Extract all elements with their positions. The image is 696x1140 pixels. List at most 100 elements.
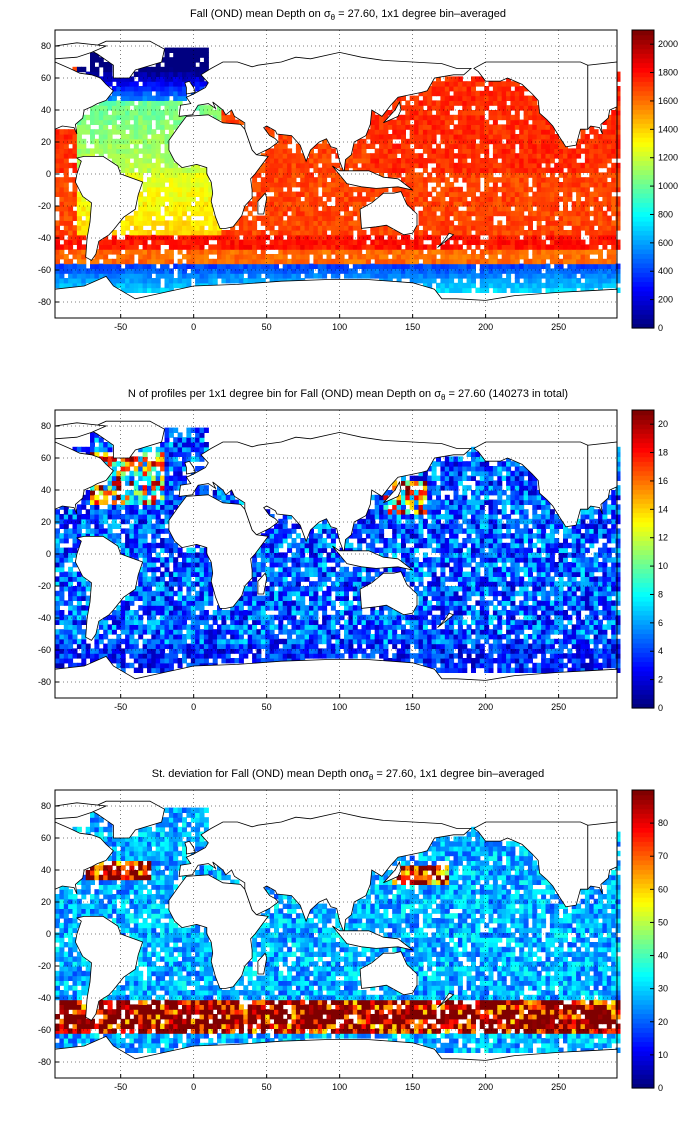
data-cell — [611, 282, 617, 289]
data-cell — [182, 446, 187, 453]
data-cell — [138, 485, 144, 491]
data-cell — [243, 278, 249, 284]
data-cell — [107, 114, 113, 121]
data-cell — [182, 62, 187, 68]
data-cell — [401, 119, 406, 125]
data-cell — [111, 518, 117, 525]
data-cell — [348, 244, 354, 250]
data-cell — [68, 509, 74, 515]
data-cell — [414, 143, 420, 149]
data-cell — [444, 182, 450, 188]
data-cell — [365, 158, 371, 164]
data-cell — [164, 643, 170, 649]
data-cell — [606, 143, 612, 149]
data-cell — [563, 234, 568, 241]
data-cell — [295, 153, 301, 159]
data-cell — [111, 86, 117, 92]
data-cell — [182, 273, 187, 279]
data-cell — [138, 461, 144, 467]
data-cell — [155, 605, 161, 611]
data-cell — [313, 206, 319, 212]
data-cell — [418, 230, 424, 236]
data-cell — [129, 610, 135, 616]
data-cell — [199, 268, 205, 274]
data-cell — [440, 196, 446, 202]
data-cell — [68, 230, 74, 236]
data-cell — [422, 134, 428, 140]
data-cell — [55, 153, 60, 159]
data-cell — [164, 230, 170, 236]
data-cell — [501, 148, 507, 154]
data-cell — [536, 215, 542, 221]
data-cell — [278, 215, 284, 221]
data-cell — [195, 230, 201, 236]
data-cell — [348, 268, 354, 274]
data-cell — [361, 230, 367, 236]
data-cell — [76, 662, 82, 669]
data-cell — [111, 475, 117, 481]
data-cell — [76, 153, 82, 159]
data-cell — [138, 566, 144, 573]
data-cell — [444, 225, 450, 231]
data-cell — [357, 201, 363, 207]
data-cell — [269, 177, 275, 183]
data-cell — [422, 215, 428, 221]
data-cell — [173, 62, 179, 68]
data-cell — [611, 225, 617, 231]
data-cell — [217, 105, 222, 111]
data-cell — [414, 105, 420, 111]
data-cell — [195, 581, 201, 587]
data-cell — [589, 158, 595, 164]
y-tick-label: -80 — [38, 297, 51, 307]
data-cell — [177, 658, 183, 664]
data-cell — [528, 210, 533, 217]
data-cell — [177, 114, 183, 121]
data-cell — [409, 254, 415, 260]
data-cell — [147, 210, 152, 217]
colorbar-segment — [632, 174, 654, 180]
data-cell — [571, 225, 577, 231]
data-cell — [405, 138, 411, 145]
data-cell — [457, 278, 463, 284]
data-cell — [160, 90, 166, 97]
data-cell — [422, 158, 428, 164]
data-cell — [392, 153, 398, 159]
data-cell — [383, 254, 389, 260]
data-cell — [129, 538, 135, 544]
data-cell — [497, 278, 503, 284]
data-cell — [138, 590, 144, 597]
colorbar-segment — [632, 272, 654, 278]
data-cell — [190, 437, 196, 443]
data-cell — [225, 268, 231, 274]
data-cell — [571, 177, 577, 183]
data-cell — [142, 518, 148, 525]
data-cell — [488, 258, 494, 265]
data-cell — [427, 158, 433, 164]
colorbar-segment — [632, 230, 654, 236]
data-cell — [177, 595, 183, 601]
data-cell — [287, 206, 293, 212]
data-cell — [243, 263, 249, 269]
data-cell — [72, 143, 78, 149]
data-cell — [479, 263, 485, 269]
data-cell — [155, 590, 161, 597]
data-cell — [151, 225, 157, 231]
data-cell — [160, 158, 166, 164]
data-cell — [462, 148, 468, 154]
colorbar-segment — [632, 314, 654, 320]
data-cell — [401, 234, 406, 241]
data-cell — [418, 278, 424, 284]
data-cell — [142, 571, 148, 577]
data-cell — [120, 225, 126, 231]
data-cell — [195, 172, 201, 178]
data-cell — [536, 206, 542, 212]
data-cell — [422, 206, 428, 212]
data-cell — [344, 220, 349, 226]
data-cell — [230, 278, 236, 284]
data-cell — [317, 249, 323, 255]
data-cell — [59, 196, 65, 202]
data-cell — [190, 595, 196, 601]
data-cell — [203, 239, 209, 245]
data-cell — [514, 254, 520, 260]
data-cell — [563, 158, 568, 164]
